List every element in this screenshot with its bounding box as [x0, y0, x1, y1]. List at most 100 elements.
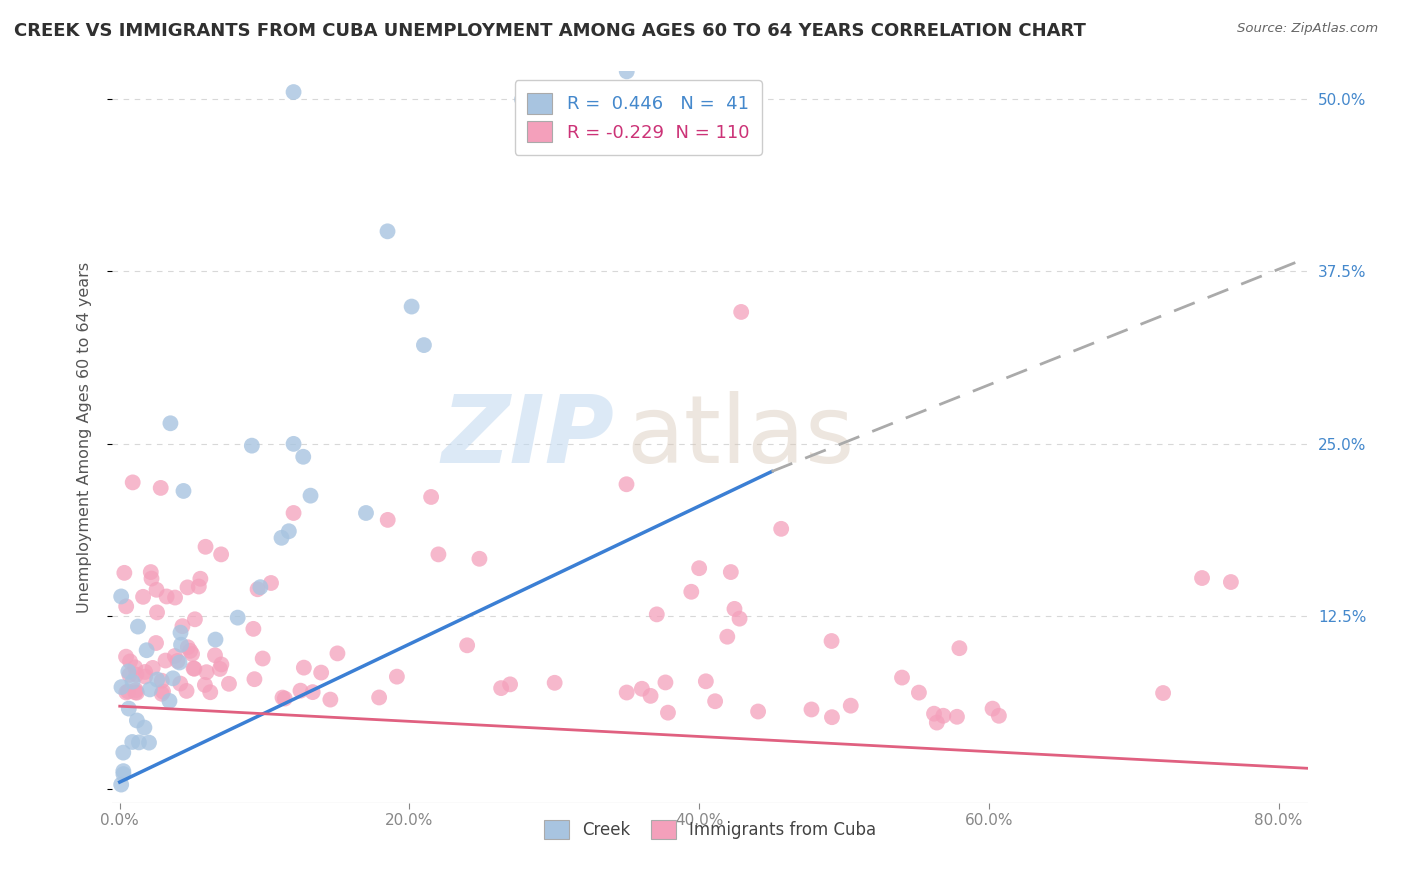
- Point: [169, 625, 191, 640]
- Text: atlas: atlas: [627, 391, 855, 483]
- Point: [891, 671, 914, 685]
- Point: [489, 681, 512, 695]
- Point: [645, 607, 668, 622]
- Point: [145, 636, 167, 650]
- Point: [1152, 686, 1174, 700]
- Point: [616, 477, 638, 491]
- Point: [179, 644, 201, 658]
- Point: [166, 654, 188, 668]
- Point: [226, 610, 249, 624]
- Point: [155, 654, 177, 668]
- Point: [730, 305, 752, 319]
- Point: [134, 670, 156, 684]
- Point: [925, 715, 948, 730]
- Point: [704, 694, 727, 708]
- Point: [125, 667, 148, 681]
- Y-axis label: Unemployment Among Ages 60 to 64 years: Unemployment Among Ages 60 to 64 years: [77, 261, 91, 613]
- Point: [110, 778, 132, 792]
- Point: [271, 690, 294, 705]
- Point: [821, 710, 844, 724]
- Point: [292, 450, 315, 464]
- Point: [184, 612, 207, 626]
- Point: [770, 522, 793, 536]
- Point: [290, 683, 312, 698]
- Point: [162, 671, 184, 685]
- Point: [149, 481, 172, 495]
- Point: [240, 439, 263, 453]
- Point: [170, 638, 193, 652]
- Point: [385, 670, 408, 684]
- Point: [145, 582, 167, 597]
- Point: [1191, 571, 1213, 585]
- Point: [125, 714, 148, 728]
- Point: [134, 721, 156, 735]
- Point: [319, 692, 342, 706]
- Point: [246, 582, 269, 597]
- Point: [146, 673, 169, 687]
- Point: [249, 580, 271, 594]
- Point: [146, 606, 169, 620]
- Point: [1219, 575, 1241, 590]
- Point: [932, 708, 955, 723]
- Point: [283, 85, 305, 99]
- Point: [181, 647, 204, 661]
- Point: [209, 548, 232, 562]
- Point: [141, 572, 163, 586]
- Point: [309, 665, 332, 680]
- Point: [377, 513, 399, 527]
- Point: [413, 338, 436, 352]
- Point: [121, 735, 143, 749]
- Point: [112, 764, 135, 778]
- Point: [110, 590, 132, 604]
- Point: [657, 706, 679, 720]
- Point: [695, 674, 717, 689]
- Point: [839, 698, 862, 713]
- Point: [110, 680, 132, 694]
- Point: [115, 685, 138, 699]
- Point: [127, 619, 149, 633]
- Point: [654, 675, 676, 690]
- Point: [543, 675, 565, 690]
- Point: [187, 580, 209, 594]
- Point: [117, 665, 139, 679]
- Point: [510, 92, 533, 106]
- Point: [118, 668, 141, 682]
- Point: [720, 565, 742, 579]
- Point: [190, 572, 212, 586]
- Point: [368, 690, 391, 705]
- Point: [716, 630, 738, 644]
- Point: [152, 684, 174, 698]
- Point: [499, 677, 522, 691]
- Point: [204, 632, 226, 647]
- Point: [681, 584, 703, 599]
- Point: [616, 685, 638, 699]
- Point: [987, 708, 1010, 723]
- Point: [125, 686, 148, 700]
- Point: [117, 684, 139, 698]
- Point: [688, 561, 710, 575]
- Point: [121, 674, 143, 689]
- Point: [723, 602, 745, 616]
- Point: [150, 673, 173, 688]
- Point: [115, 599, 138, 614]
- Point: [922, 706, 945, 721]
- Text: ZIP: ZIP: [441, 391, 614, 483]
- Point: [156, 590, 179, 604]
- Point: [468, 551, 491, 566]
- Point: [427, 548, 450, 562]
- Point: [118, 655, 141, 669]
- Point: [169, 676, 191, 690]
- Point: [125, 683, 148, 698]
- Point: [142, 661, 165, 675]
- Point: [616, 64, 638, 78]
- Point: [124, 660, 146, 674]
- Point: [301, 685, 323, 699]
- Point: [183, 661, 205, 675]
- Point: [640, 689, 662, 703]
- Point: [252, 651, 274, 665]
- Point: [326, 647, 349, 661]
- Point: [946, 710, 969, 724]
- Point: [176, 684, 198, 698]
- Point: [274, 691, 297, 706]
- Point: [747, 705, 769, 719]
